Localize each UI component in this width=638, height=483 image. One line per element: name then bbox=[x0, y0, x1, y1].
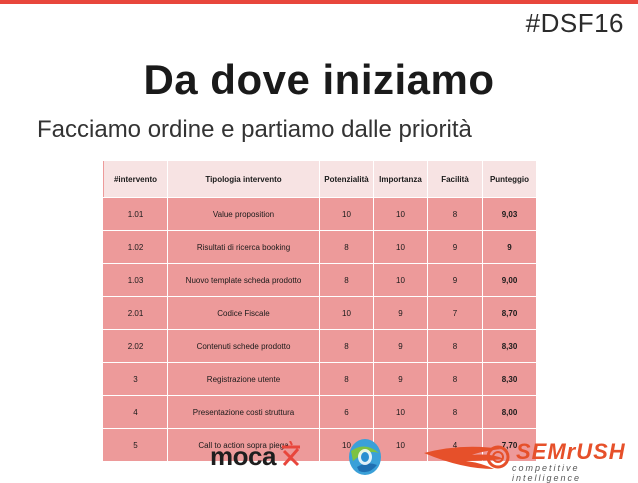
table-cell: Presentazione costi struttura bbox=[167, 395, 320, 429]
table-cell: 1.01 bbox=[103, 197, 168, 231]
header-cell: Importanza bbox=[373, 160, 428, 198]
table-row: 3 Registrazione utente 8 9 8 8,30 bbox=[103, 362, 537, 396]
table-cell: 10 bbox=[373, 263, 428, 297]
table-cell: 9 bbox=[373, 362, 428, 396]
table-row: 1.01 Value proposition 10 10 8 9,03 bbox=[103, 197, 537, 231]
score-cell: 8,30 bbox=[482, 362, 537, 396]
table-cell: 3 bbox=[103, 362, 168, 396]
table-cell: Nuovo template scheda prodotto bbox=[167, 263, 320, 297]
table-cell: 2.01 bbox=[103, 296, 168, 330]
table-cell: 8 bbox=[427, 362, 483, 396]
table-cell: 10 bbox=[319, 296, 374, 330]
table-cell: 6 bbox=[319, 395, 374, 429]
priority-table: #intervento Tipologia intervento Potenzi… bbox=[103, 160, 537, 462]
priority-table-container: #intervento Tipologia intervento Potenzi… bbox=[103, 160, 537, 462]
table-cell: 8 bbox=[427, 197, 483, 231]
table-cell: 5 bbox=[103, 428, 168, 462]
header-cell: Punteggio bbox=[482, 160, 537, 198]
semrush-tagline: competitive intelligence bbox=[512, 463, 582, 483]
semrush-flame-icon bbox=[422, 439, 512, 478]
table-row: 1.03 Nuovo template scheda prodotto 8 10… bbox=[103, 263, 537, 297]
score-cell: 9 bbox=[482, 230, 537, 264]
table-row: 4 Presentazione costi struttura 6 10 8 8… bbox=[103, 395, 537, 429]
table-cell: 9 bbox=[427, 263, 483, 297]
table-cell: 9 bbox=[427, 230, 483, 264]
sponsor-logos: moca SEMrUSH competiti bbox=[0, 433, 638, 483]
table-row: 2.01 Codice Fiscale 10 9 7 8,70 bbox=[103, 296, 537, 330]
score-cell: 9,00 bbox=[482, 263, 537, 297]
table-row: 1.02 Risultati di ricerca booking 8 10 9… bbox=[103, 230, 537, 264]
score-cell: 8,70 bbox=[482, 296, 537, 330]
semrush-name: SEMrUSH bbox=[516, 439, 626, 464]
table-cell: 10 bbox=[373, 197, 428, 231]
table-cell: 8 bbox=[427, 329, 483, 363]
score-cell: 8,30 bbox=[482, 329, 537, 363]
header-cell: Potenzialità bbox=[319, 160, 374, 198]
top-accent-bar bbox=[0, 0, 638, 4]
table-cell: 9 bbox=[373, 329, 428, 363]
slide-title: Da dove iniziamo bbox=[143, 56, 495, 103]
moca-logo-text: moca bbox=[210, 440, 276, 471]
table-cell: 8 bbox=[427, 395, 483, 429]
header-cell: Tipologia intervento bbox=[167, 160, 320, 198]
header-cell: #intervento bbox=[103, 160, 168, 198]
table-cell: Registrazione utente bbox=[167, 362, 320, 396]
semrush-logo: SEMrUSH competitive intelligence bbox=[420, 435, 630, 483]
slide-subtitle: Facciamo ordine e partiamo dalle priorit… bbox=[37, 116, 472, 143]
table-cell: 4 bbox=[103, 395, 168, 429]
table-cell: Contenuti schede prodotto bbox=[167, 329, 320, 363]
table-cell: Risultati di ricerca booking bbox=[167, 230, 320, 264]
table-cell: 8 bbox=[319, 329, 374, 363]
table-cell: Codice Fiscale bbox=[167, 296, 320, 330]
header-cell: Facilità bbox=[427, 160, 483, 198]
event-hashtag: #DSF16 bbox=[525, 8, 624, 38]
table-cell: 8 bbox=[319, 362, 374, 396]
table-cell: 8 bbox=[319, 263, 374, 297]
moca-mark-icon bbox=[280, 440, 302, 472]
table-cell: 2.02 bbox=[103, 329, 168, 363]
table-cell: 7 bbox=[427, 296, 483, 330]
table-cell: 1.02 bbox=[103, 230, 168, 264]
table-cell: 10 bbox=[373, 428, 428, 462]
table-cell: 10 bbox=[373, 395, 428, 429]
table-cell: Value proposition bbox=[167, 197, 320, 231]
table-cell: 10 bbox=[319, 197, 374, 231]
globe-logo-icon bbox=[347, 435, 383, 482]
table-row: 2.02 Contenuti schede prodotto 8 9 8 8,3… bbox=[103, 329, 537, 363]
table-cell: 1.03 bbox=[103, 263, 168, 297]
moca-logo: moca bbox=[210, 439, 302, 473]
table-header-row: #intervento Tipologia intervento Potenzi… bbox=[103, 160, 537, 198]
table-cell: 8 bbox=[319, 230, 374, 264]
score-cell: 9,03 bbox=[482, 197, 537, 231]
table-cell: 10 bbox=[373, 230, 428, 264]
score-cell: 8,00 bbox=[482, 395, 537, 429]
table-cell: 9 bbox=[373, 296, 428, 330]
